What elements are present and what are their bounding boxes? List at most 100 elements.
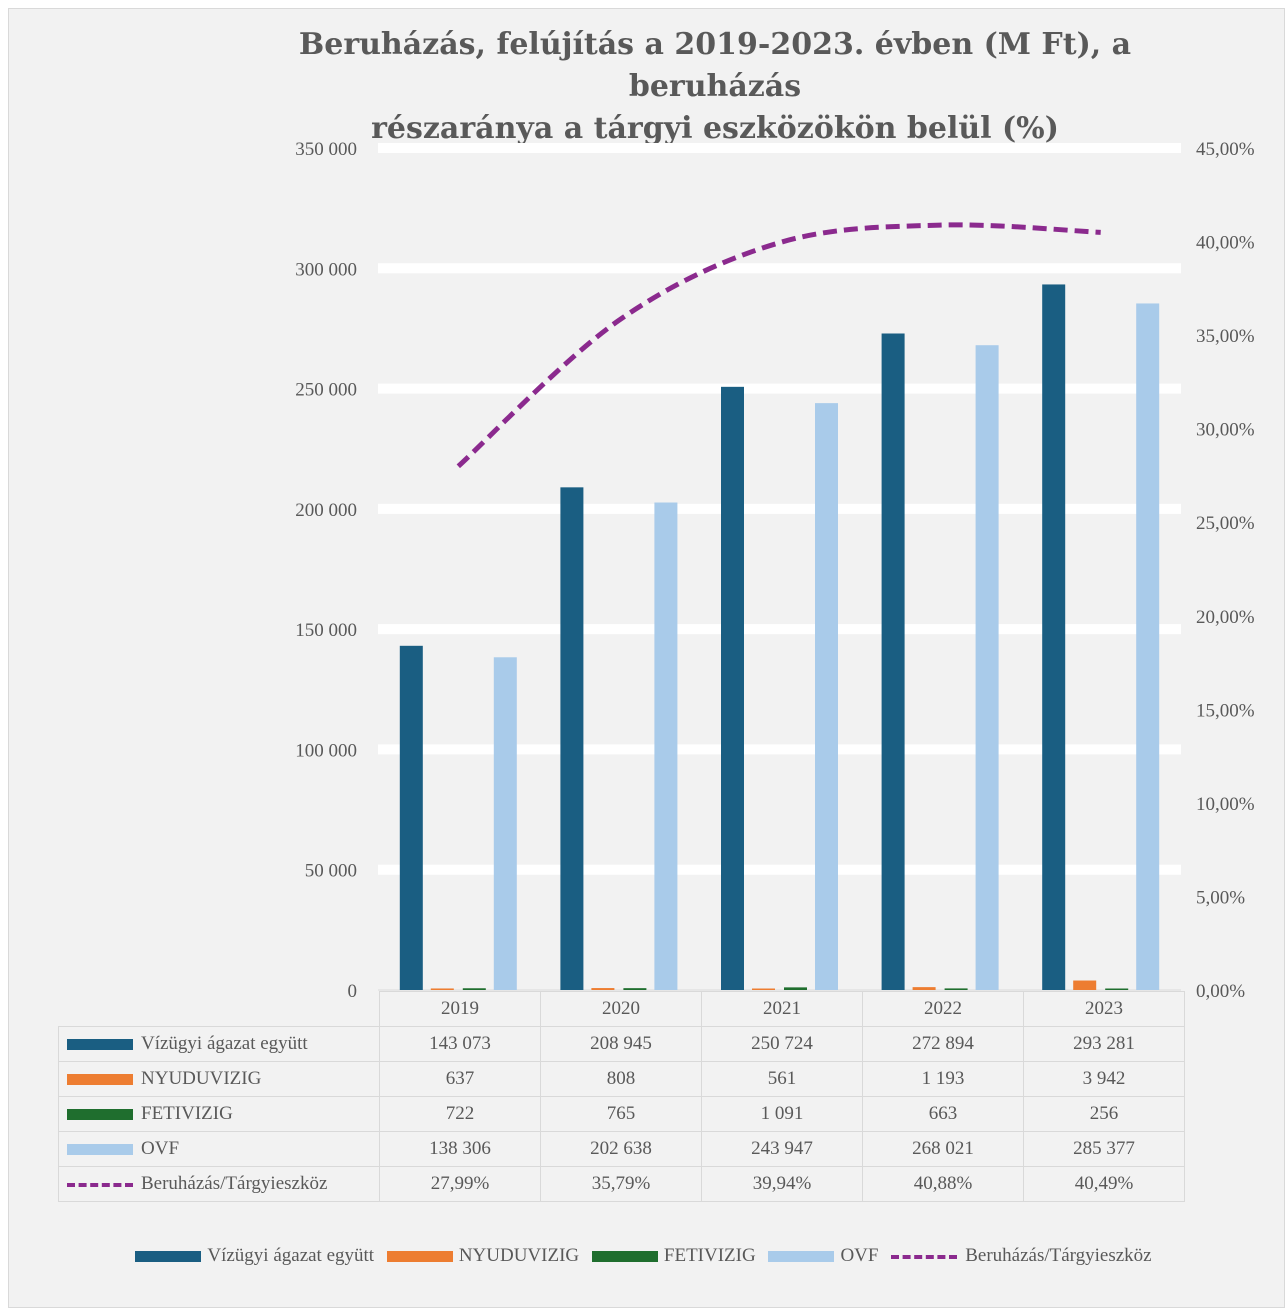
right-tick-label: 5,00% [1196,887,1245,908]
right-tick-label: 45,00% [1196,139,1255,160]
table-cell: 39,94% [701,1166,863,1202]
series-swatch [67,1109,133,1121]
right-tick-label: 10,00% [1196,794,1255,815]
left-tick-label: 150 000 [295,620,357,641]
bar [784,987,807,990]
table-row: Vízügyi ágazat együtt 143 073 208 945 25… [58,1026,1185,1062]
series-name: NYUDUVIZIG [141,1068,262,1089]
right-tick-label: 20,00% [1196,607,1255,628]
bar [1042,284,1066,990]
table-row: OVF 138 306 202 638 243 947 268 021 285 … [58,1131,1185,1167]
legend-item: OVF [768,1245,878,1267]
table-cell: 293 281 [1023,1026,1185,1062]
bar [752,988,775,990]
table-cell: 202 638 [540,1131,702,1167]
right-tick-label: 15,00% [1196,700,1255,721]
series-name: OVF [141,1138,180,1159]
table-header-row: 2019 2020 2021 2022 2023 [58,991,1185,1027]
table-series-key: OVF [58,1131,380,1167]
series-name: FETIVIZIG [141,1103,233,1124]
bar [1073,980,1097,990]
legend-label: NYUDUVIZIG [458,1245,580,1266]
table-cell: 208 945 [540,1026,702,1062]
table-cell: 722 [379,1096,541,1132]
bar [912,987,936,990]
legend-item: Beruházás/Tárgyieszköz [891,1245,1152,1267]
left-tick-label: 200 000 [295,500,357,521]
table-cell: 765 [540,1096,702,1132]
legend-swatch [591,1251,658,1263]
chart-title-line-1: Beruházás, felújítás a 2019-2023. évben … [298,27,1132,104]
table-cell: 272 894 [862,1026,1024,1062]
bar [881,333,905,990]
bar [944,988,968,990]
table-series-key: Beruházás/Tárgyieszköz [58,1166,380,1202]
bar [493,657,517,990]
legend-item: Vízügyi ágazat együtt [135,1245,374,1267]
table-series-key: NYUDUVIZIG [58,1061,380,1097]
right-tick-label: 35,00% [1196,326,1255,347]
legend-label: Vízügyi ágazat együtt [207,1245,375,1266]
table-row: FETIVIZIG 722 765 1 091 663 256 [58,1096,1185,1132]
table-cell: 143 073 [379,1026,541,1062]
bar [462,988,486,990]
bar [591,988,615,990]
ratio-line [456,222,1101,469]
series-dash-swatch [67,1179,133,1190]
table-cell: 250 724 [701,1026,863,1062]
table-year: 2022 [862,991,1024,1027]
table-cell: 35,79% [540,1166,702,1202]
table-cell: 27,99% [379,1166,541,1202]
data-table: 2019 2020 2021 2022 2023 Vízügyi ágazat … [58,991,1185,1202]
left-tick-label: 0 [348,981,358,1000]
table-cell: 561 [701,1061,863,1097]
left-tick-label: 350 000 [295,139,357,160]
table-row: Beruházás/Tárgyieszköz 27,99% 35,79% 39,… [58,1166,1185,1202]
bars [399,284,1160,991]
legend-swatch [386,1251,453,1263]
table-cell: 1 091 [701,1096,863,1132]
left-tick-label: 250 000 [295,380,357,401]
right-tick-label: 30,00% [1196,420,1255,441]
table-cell: 40,49% [1023,1166,1185,1202]
left-tick-label: 300 000 [295,259,357,280]
table-corner [58,991,380,1027]
table-year: 2023 [1023,991,1185,1027]
bar [721,386,744,990]
series-swatch [67,1144,133,1156]
bar [1105,988,1129,990]
series-name: Beruházás/Tárgyieszköz [141,1173,328,1194]
legend-label: FETIVIZIG [663,1245,756,1266]
table-cell: 808 [540,1061,702,1097]
table-cell: 243 947 [701,1131,863,1167]
table-cell: 268 021 [862,1131,1024,1167]
bar [623,988,647,990]
legend-swatch [768,1251,835,1263]
bar [654,502,678,990]
table-cell: 663 [862,1096,1024,1132]
right-tick-label: 25,00% [1196,513,1255,534]
table-series-key: Vízügyi ágazat együtt [58,1026,380,1062]
ratio-line-path [456,222,1101,469]
series-name: Vízügyi ágazat együtt [141,1033,308,1054]
legend-swatch [135,1251,202,1263]
table-cell: 3 942 [1023,1061,1185,1097]
right-tick-label: 40,00% [1196,233,1255,254]
table-year: 2020 [540,991,702,1027]
table-year: 2019 [379,991,541,1027]
legend-label: Beruházás/Tárgyieszköz [965,1245,1152,1266]
bar [399,645,423,990]
chart-title: Beruházás, felújítás a 2019-2023. évben … [215,24,1215,150]
right-tick-label: 0,00% [1196,981,1245,1000]
left-tick-label: 50 000 [305,861,357,882]
legend-item: NYUDUVIZIG [386,1245,580,1267]
table-series-key: FETIVIZIG [58,1096,380,1132]
left-axis: 0 50 000 100 000 150 000 200 000 250 000 300 0… [295,139,357,1000]
table-cell: 138 306 [379,1131,541,1167]
right-axis: 0,00% 5,00% 10,00% 15,00% 20,00% 25,00% 30,00%… [1196,139,1255,1000]
left-tick-label: 100 000 [295,740,357,761]
plot-area: 0 50 000 100 000 150 000 200 000 250 000 300 0… [295,139,1255,1000]
legend-item: FETIVIZIG [591,1245,756,1267]
table-cell: 285 377 [1023,1131,1185,1167]
series-swatch [67,1039,133,1051]
